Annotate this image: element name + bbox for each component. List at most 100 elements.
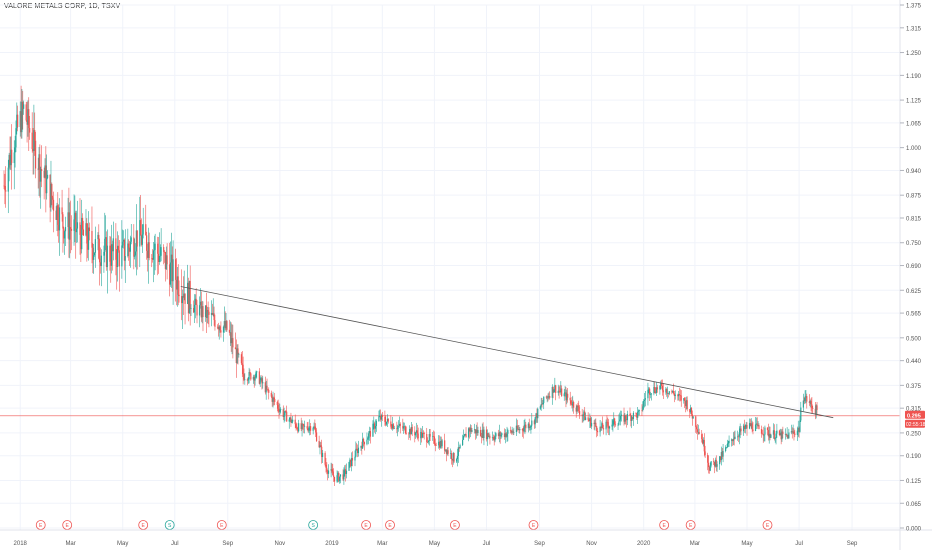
candle-body bbox=[569, 397, 571, 401]
candle-body bbox=[713, 461, 715, 463]
candle-body bbox=[121, 245, 123, 267]
candle-body bbox=[678, 394, 680, 397]
candle-body bbox=[354, 456, 356, 461]
candle-body bbox=[755, 423, 757, 425]
candle-body bbox=[333, 475, 335, 477]
candle-body bbox=[217, 327, 219, 330]
candle-body bbox=[518, 428, 520, 431]
candle-body bbox=[415, 430, 418, 433]
candle-body bbox=[314, 426, 316, 430]
candle-body bbox=[516, 425, 518, 430]
candle-body bbox=[216, 326, 219, 328]
candle-body bbox=[509, 430, 512, 431]
candle-body bbox=[403, 426, 405, 429]
candle-body bbox=[739, 428, 741, 433]
candle-body bbox=[481, 429, 483, 438]
candle-body bbox=[587, 417, 589, 420]
candle-body bbox=[725, 447, 727, 451]
candle-body bbox=[272, 397, 274, 402]
candle-body bbox=[129, 241, 131, 252]
candle-body bbox=[46, 178, 48, 194]
candle-body bbox=[507, 430, 509, 434]
candle-body bbox=[288, 419, 290, 422]
earnings-marker[interactable]: E bbox=[450, 520, 460, 530]
candle-body bbox=[414, 431, 416, 436]
candle-body bbox=[531, 420, 533, 426]
earnings-marker[interactable]: E bbox=[659, 520, 670, 530]
split-marker[interactable]: S bbox=[164, 520, 175, 530]
candle-body bbox=[654, 387, 656, 392]
time-tick-label: May bbox=[741, 541, 752, 547]
candle-body bbox=[812, 408, 814, 409]
candle-body bbox=[261, 378, 263, 384]
candle-body bbox=[99, 262, 102, 267]
candle-body bbox=[517, 428, 519, 430]
event-marker-letter: E bbox=[662, 523, 666, 529]
trendline-segment[interactable] bbox=[180, 286, 834, 419]
candle-body bbox=[690, 407, 692, 413]
candle-body bbox=[372, 423, 374, 437]
split-marker[interactable]: S bbox=[308, 520, 319, 530]
time-tick-label: Sep bbox=[847, 541, 858, 547]
candle-body bbox=[34, 130, 36, 141]
time-tick-label: 2020 bbox=[637, 541, 651, 547]
candle-body bbox=[94, 239, 96, 253]
candle-body bbox=[438, 441, 440, 446]
candle-body bbox=[43, 171, 45, 178]
candle-body bbox=[629, 413, 631, 416]
candle-body bbox=[467, 428, 470, 438]
trendline[interactable] bbox=[180, 286, 834, 419]
candle-body bbox=[742, 425, 745, 432]
time-axis[interactable]: 2018 Mar May Jul Sep Nov 2019 Mar May Jul Sep Nov 20… bbox=[14, 541, 858, 547]
candle-body bbox=[160, 247, 162, 256]
candle-body bbox=[105, 237, 108, 268]
earnings-marker[interactable]: E bbox=[528, 520, 539, 530]
event-marker-letter: E bbox=[142, 523, 146, 529]
time-tick-label: May bbox=[117, 541, 128, 547]
candle-body bbox=[744, 427, 746, 430]
candle-body bbox=[561, 388, 563, 397]
candle-body bbox=[98, 234, 100, 259]
price-tick-label: 0.815 bbox=[906, 217, 922, 223]
earnings-marker[interactable]: E bbox=[361, 520, 372, 530]
candle-body bbox=[338, 473, 340, 482]
candle-body bbox=[444, 440, 446, 451]
candle-body bbox=[421, 431, 423, 438]
candle-body bbox=[403, 426, 406, 427]
candle-body bbox=[244, 379, 246, 380]
candle-body bbox=[115, 238, 117, 260]
candle-body bbox=[690, 407, 693, 415]
candle-body bbox=[118, 250, 120, 267]
candle-body bbox=[447, 450, 449, 454]
earnings-marker[interactable]: E bbox=[216, 520, 227, 530]
candle-body bbox=[242, 364, 244, 375]
candle-body bbox=[243, 374, 245, 380]
candle-body bbox=[103, 251, 105, 256]
earnings-marker[interactable]: E bbox=[62, 520, 73, 530]
candle-body bbox=[797, 428, 799, 431]
candle-body bbox=[689, 409, 691, 413]
candle-body bbox=[618, 421, 620, 425]
earnings-marker[interactable]: E bbox=[385, 520, 395, 530]
candle-body bbox=[643, 399, 646, 402]
candle-body bbox=[738, 432, 740, 437]
price-axis[interactable]: 0.000 0.065 0.125 0.190 0.250 0.315 0.375 0.440… bbox=[900, 4, 922, 533]
earnings-marker[interactable]: E bbox=[138, 520, 149, 530]
earnings-marker[interactable]: E bbox=[685, 520, 696, 530]
candle-body bbox=[614, 418, 616, 425]
earnings-marker[interactable]: E bbox=[762, 520, 773, 530]
candle-body bbox=[584, 417, 587, 420]
candle-body bbox=[195, 298, 197, 305]
candle-body bbox=[304, 426, 306, 427]
candle-body bbox=[774, 438, 776, 440]
candle-body bbox=[608, 426, 611, 429]
candle-body bbox=[749, 423, 752, 426]
candle-body bbox=[235, 349, 237, 364]
candle-body bbox=[630, 415, 632, 421]
earnings-marker[interactable]: E bbox=[35, 520, 46, 530]
candle-body bbox=[404, 426, 406, 434]
candle-body bbox=[546, 396, 548, 398]
candle-body bbox=[229, 332, 231, 333]
candle-body bbox=[390, 421, 392, 427]
